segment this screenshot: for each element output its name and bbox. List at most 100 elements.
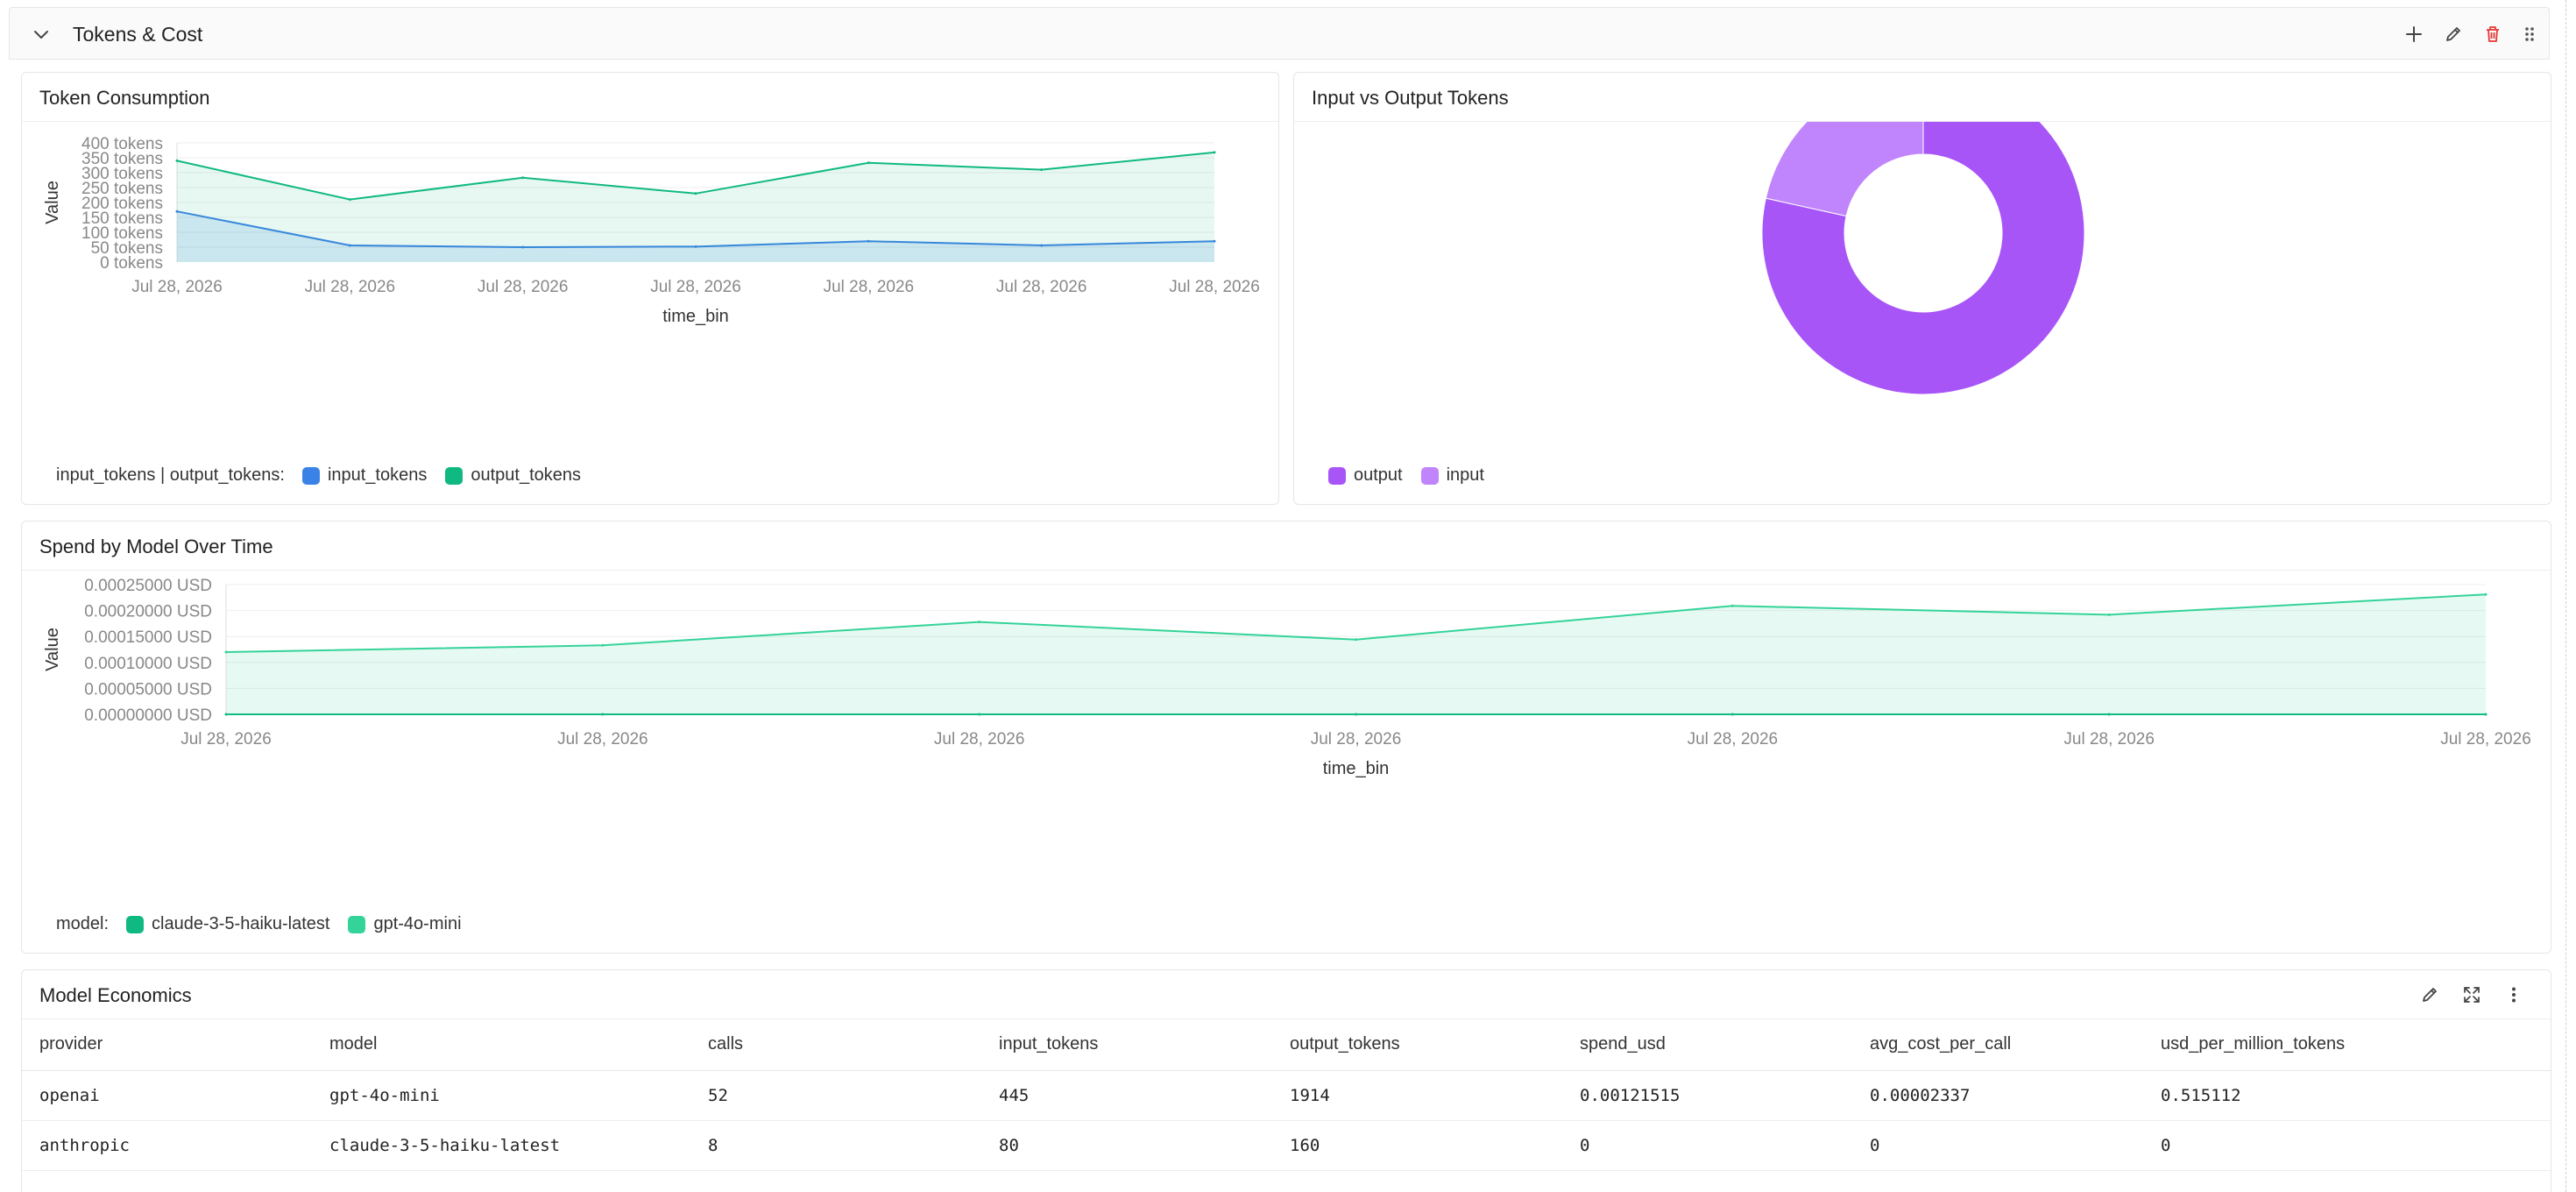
- legend-label: model:: [56, 914, 110, 933]
- y-tick-label: 200 tokens: [81, 195, 163, 213]
- data-point: [694, 192, 697, 195]
- data-point: [867, 239, 870, 243]
- y-tick-label: 150 tokens: [81, 209, 163, 228]
- section-header: Tokens & Cost: [9, 7, 2550, 60]
- y-tick-label: 50 tokens: [91, 239, 163, 258]
- column-header-spend-usd[interactable]: spend_usd: [1562, 1019, 1852, 1071]
- table-cell: 0: [2143, 1120, 2551, 1171]
- y-tick-label: 0.00010000 USD: [84, 655, 212, 673]
- data-point: [978, 713, 981, 716]
- table-row[interactable]: openai gpt-4o-mini 52 445 1914 0.0012151…: [22, 1070, 2551, 1121]
- column-header-model[interactable]: model: [312, 1019, 690, 1071]
- table-header-row: provider model calls input_tokens output…: [22, 1019, 2551, 1071]
- data-point: [175, 159, 179, 162]
- model-economics-panel: Model Economics provider model calls inp…: [21, 969, 2551, 1192]
- data-point: [601, 643, 605, 647]
- x-tick-label: Jul 28, 2026: [934, 730, 1025, 749]
- add-icon[interactable]: [2402, 22, 2426, 46]
- panel-title: Input vs Output Tokens: [1312, 87, 1509, 109]
- x-tick-label: Jul 28, 2026: [2063, 730, 2155, 749]
- y-tick-label: 0.00025000 USD: [84, 577, 212, 595]
- column-header-calls[interactable]: calls: [690, 1019, 981, 1071]
- column-header-avg-cost-per-call[interactable]: avg_cost_per_call: [1852, 1019, 2143, 1071]
- series-area-output_tokens: [177, 152, 1214, 262]
- data-point: [1040, 168, 1044, 172]
- data-point: [694, 245, 697, 248]
- pie-slice-output: [1761, 122, 2085, 395]
- y-tick-label: 350 tokens: [81, 150, 163, 168]
- legend-item-gpt[interactable]: gpt-4o-mini: [348, 914, 462, 934]
- table-cell: 0.515112: [2143, 1070, 2551, 1121]
- data-point: [521, 245, 525, 249]
- scroll-guide: [2565, 0, 2566, 1192]
- pie-slice-input: [1765, 122, 1924, 217]
- data-point: [2107, 713, 2111, 716]
- chevron-down-icon[interactable]: [31, 24, 52, 45]
- data-point: [1213, 151, 1216, 154]
- more-options-icon[interactable]: [2502, 983, 2526, 1007]
- legend-item-input[interactable]: input: [1420, 465, 1484, 486]
- table-cell: 0: [1562, 1120, 1852, 1171]
- y-tick-label: 0.00000000 USD: [84, 706, 212, 725]
- legend-item-output-tokens[interactable]: output_tokens: [445, 465, 581, 486]
- edit-icon[interactable]: [2417, 983, 2442, 1007]
- x-tick-label: Jul 28, 2026: [180, 730, 272, 749]
- series-area-input_tokens: [177, 211, 1214, 262]
- token-consumption-panel: Token Consumption 0 tokens 50 tokens 100 t…: [21, 72, 1279, 505]
- expand-icon[interactable]: [2459, 983, 2484, 1007]
- column-header-output-tokens[interactable]: output_tokens: [1272, 1019, 1562, 1071]
- data-point: [1213, 239, 1216, 243]
- spend-legend: model: claude-3-5-haiku-latest gpt-4o-mi…: [56, 914, 480, 934]
- y-tick-label: 300 tokens: [81, 165, 163, 183]
- x-tick-label: Jul 28, 2026: [1688, 730, 1779, 749]
- y-tick-label: 0.00020000 USD: [84, 603, 212, 621]
- legend-label: input_tokens | output_tokens:: [56, 465, 285, 485]
- data-point: [1730, 604, 1734, 607]
- data-point: [224, 650, 228, 654]
- column-header-provider[interactable]: provider: [22, 1019, 312, 1071]
- y-tick-label: 250 tokens: [81, 180, 163, 198]
- legend-item-output[interactable]: output: [1328, 465, 1403, 486]
- x-tick-label: Jul 28, 2026: [996, 278, 1087, 296]
- x-tick-label: Jul 28, 2026: [557, 730, 648, 749]
- legend-item-claude[interactable]: claude-3-5-haiku-latest: [126, 914, 329, 934]
- panel-title: Model Economics: [39, 984, 192, 1006]
- x-tick-label: Jul 28, 2026: [2440, 730, 2531, 749]
- data-point: [1355, 638, 1357, 642]
- data-point: [978, 621, 981, 624]
- drag-handle-icon[interactable]: [2517, 22, 2542, 46]
- data-point: [348, 244, 351, 247]
- table-cell: claude-3-5-haiku-latest: [312, 1120, 690, 1171]
- panel-title: Token Consumption: [39, 87, 210, 109]
- legend-swatch: [126, 915, 145, 933]
- legend-swatch: [1328, 466, 1346, 485]
- x-tick-label: Jul 28, 2026: [1169, 278, 1260, 296]
- x-axis-title: time_bin: [1323, 759, 1390, 778]
- token-legend: input_tokens | output_tokens: input_toke…: [56, 465, 599, 486]
- y-tick-label: 400 tokens: [81, 135, 163, 153]
- x-tick-label: Jul 28, 2026: [824, 278, 915, 296]
- data-point: [867, 161, 870, 165]
- table-row[interactable]: anthropic claude-3-5-haiku-latest 8 80 1…: [22, 1120, 2551, 1171]
- column-header-usd-per-million-tokens[interactable]: usd_per_million_tokens: [2143, 1019, 2551, 1071]
- x-tick-label: Jul 28, 2026: [650, 278, 741, 296]
- data-point: [2484, 592, 2488, 596]
- table-cell: 8: [690, 1120, 981, 1171]
- table-cell: 1914: [1272, 1070, 1562, 1121]
- spend-by-model-panel: Spend by Model Over Time 0.00000000 USD 0…: [21, 521, 2551, 954]
- column-header-input-tokens[interactable]: input_tokens: [981, 1019, 1272, 1071]
- legend-item-input-tokens[interactable]: input_tokens: [301, 465, 427, 486]
- legend-swatch: [348, 915, 366, 933]
- table-cell: 445: [981, 1070, 1272, 1121]
- edit-icon[interactable]: [2441, 22, 2466, 46]
- table-cell: gpt-4o-mini: [312, 1070, 690, 1121]
- y-tick-label: 0.00015000 USD: [84, 628, 212, 647]
- data-point: [348, 198, 351, 202]
- delete-icon[interactable]: [2480, 22, 2505, 46]
- spend-by-model-chart: 0.00000000 USD 0.00005000 USD 0.00010000 U…: [43, 577, 2531, 778]
- data-point: [521, 176, 525, 180]
- table-cell: 160: [1272, 1120, 1562, 1171]
- x-tick-label: Jul 28, 2026: [478, 278, 569, 296]
- y-tick-label: 100 tokens: [81, 224, 163, 243]
- x-tick-label: Jul 28, 2026: [305, 278, 396, 296]
